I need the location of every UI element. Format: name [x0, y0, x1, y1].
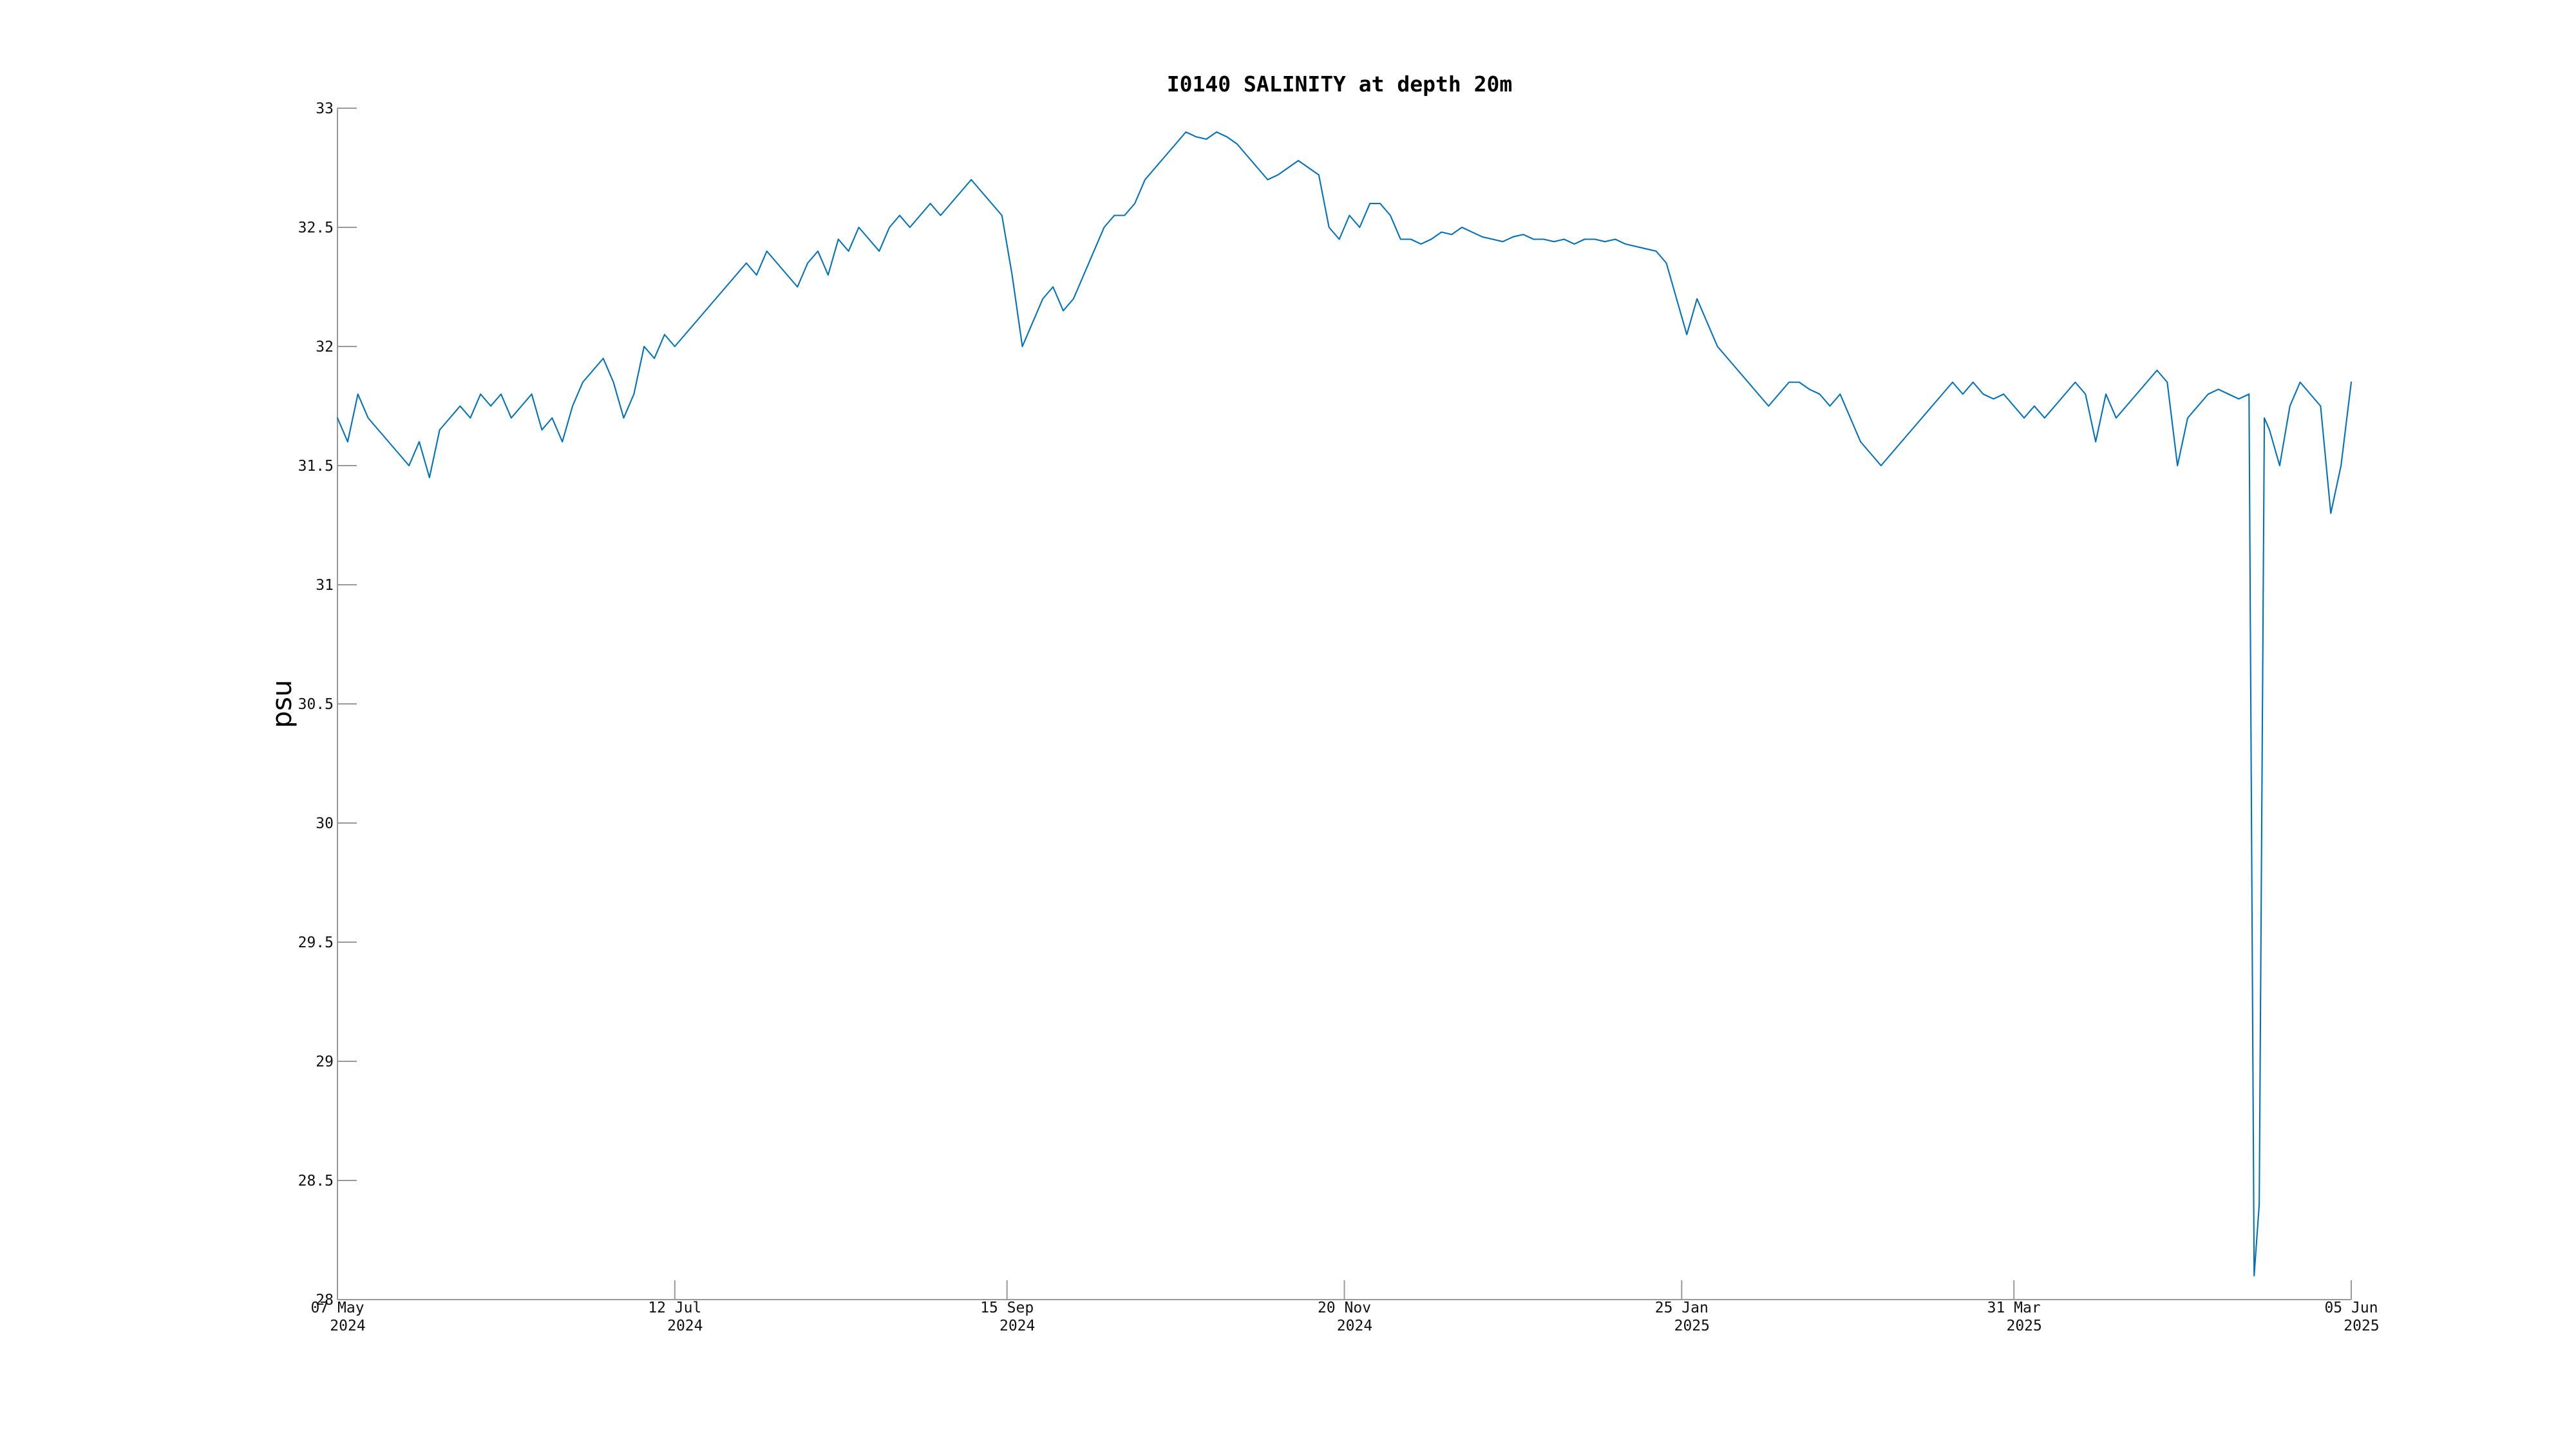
y-tick-label: 31.5 — [298, 458, 334, 475]
x-tick-label: 12 Jul — [648, 1300, 701, 1316]
y-tick-label: 31 — [316, 577, 334, 594]
x-tick-year-label: 2025 — [2344, 1318, 2379, 1334]
x-tick-year-label: 2024 — [999, 1318, 1035, 1334]
series-line-0 — [336, 131, 2353, 1277]
y-tick-label: 33 — [316, 100, 334, 117]
x-tick-year-label: 2025 — [2006, 1318, 2041, 1334]
axes: 28 28.5 29 29.5 30 30.5 31 31.5 32 32.5 33 07 May 20… — [298, 100, 2380, 1334]
y-tick-label: 30 — [316, 815, 334, 832]
x-tick-label: 31 Mar — [1987, 1300, 2041, 1316]
x-tick-year-label: 2024 — [330, 1318, 365, 1334]
y-axis-label: psu — [266, 679, 298, 728]
x-tick-label: 15 Sep — [980, 1300, 1034, 1316]
x-tick-year-label: 2025 — [1674, 1318, 1710, 1334]
x-tick-label: 07 May — [310, 1300, 364, 1316]
x-tick-year-label: 2024 — [1337, 1318, 1372, 1334]
y-tick-label: 32 — [316, 339, 334, 355]
y-tick-label: 29.5 — [298, 934, 334, 951]
x-tick-label: 20 Nov — [1318, 1300, 1371, 1316]
y-tick-label: 28 — [316, 1292, 334, 1309]
series-group — [336, 131, 2353, 1277]
y-tick-label: 28.5 — [298, 1173, 334, 1189]
x-tick-label: 05 Jun — [2324, 1300, 2378, 1316]
y-tick-label: 32.5 — [298, 220, 334, 236]
x-tick-year-label: 2024 — [667, 1318, 703, 1334]
y-tick-label: 30.5 — [298, 696, 334, 713]
chart-title: I0140 SALINITY at depth 20m — [1167, 71, 1512, 97]
y-tick-label: 29 — [316, 1054, 334, 1070]
x-tick-label: 25 Jan — [1655, 1300, 1709, 1316]
